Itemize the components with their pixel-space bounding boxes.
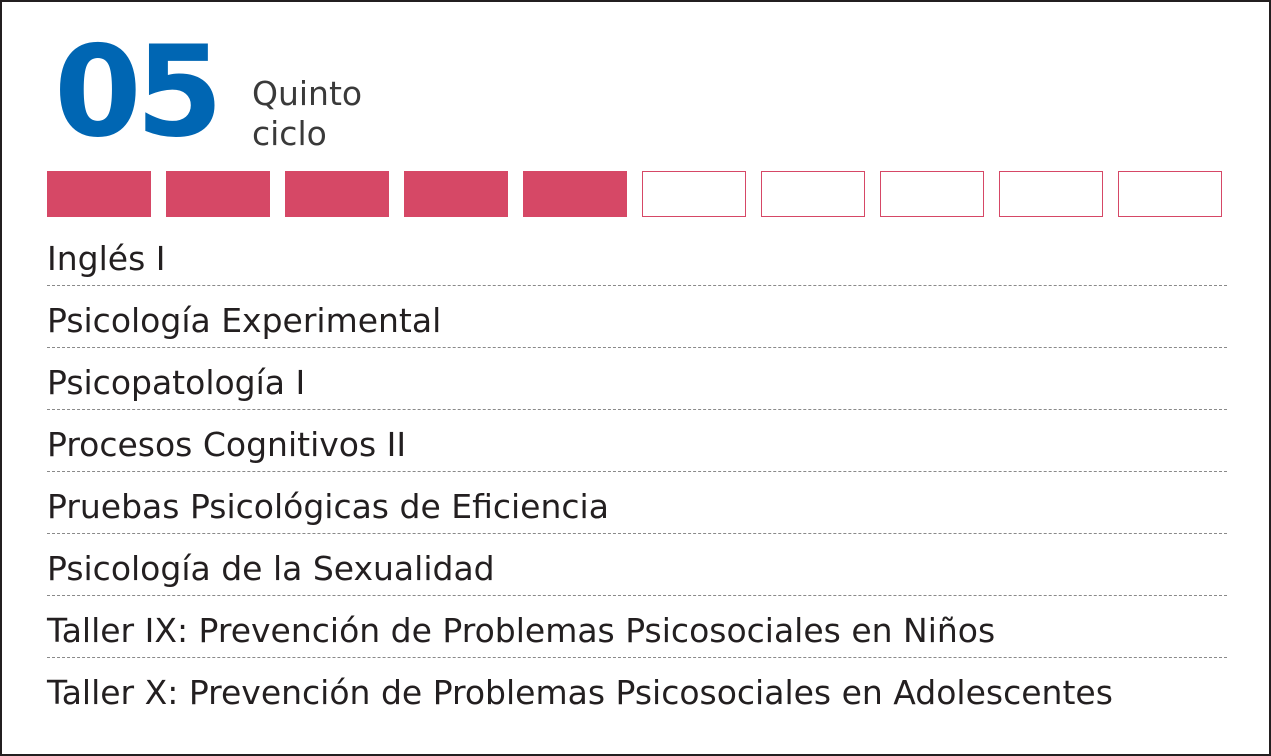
cycle-label-line1: Quinto (252, 74, 363, 113)
cycle-progress-bar (47, 171, 1222, 217)
course-item: Psicopatología I (47, 348, 1227, 410)
progress-segment-1 (47, 171, 151, 217)
progress-segment-6 (642, 171, 746, 217)
course-item: Psicología Experimental (47, 286, 1227, 348)
cycle-label: Quinto ciclo (252, 74, 362, 154)
progress-segment-2 (166, 171, 270, 217)
course-item: Taller X: Prevención de Problemas Psicos… (47, 673, 1113, 712)
progress-segment-4 (404, 171, 508, 217)
cycle-label-line2: ciclo (252, 114, 327, 153)
course-item: Inglés I (47, 224, 1227, 286)
course-list: Inglés I Psicología Experimental Psicopa… (47, 224, 1227, 720)
progress-segment-7 (761, 171, 865, 217)
cycle-number: 05 (54, 18, 223, 165)
course-item: Psicología de la Sexualidad (47, 534, 1227, 596)
progress-segment-8 (880, 171, 984, 217)
progress-segment-3 (285, 171, 389, 217)
progress-segment-5 (523, 171, 627, 217)
course-item: Procesos Cognitivos II (47, 410, 1227, 472)
course-item: Pruebas Psicológicas de Eficiencia (47, 472, 1227, 534)
progress-segment-10 (1118, 171, 1222, 217)
course-item: Taller IX: Prevención de Problemas Psico… (47, 596, 1227, 658)
progress-segment-9 (999, 171, 1103, 217)
